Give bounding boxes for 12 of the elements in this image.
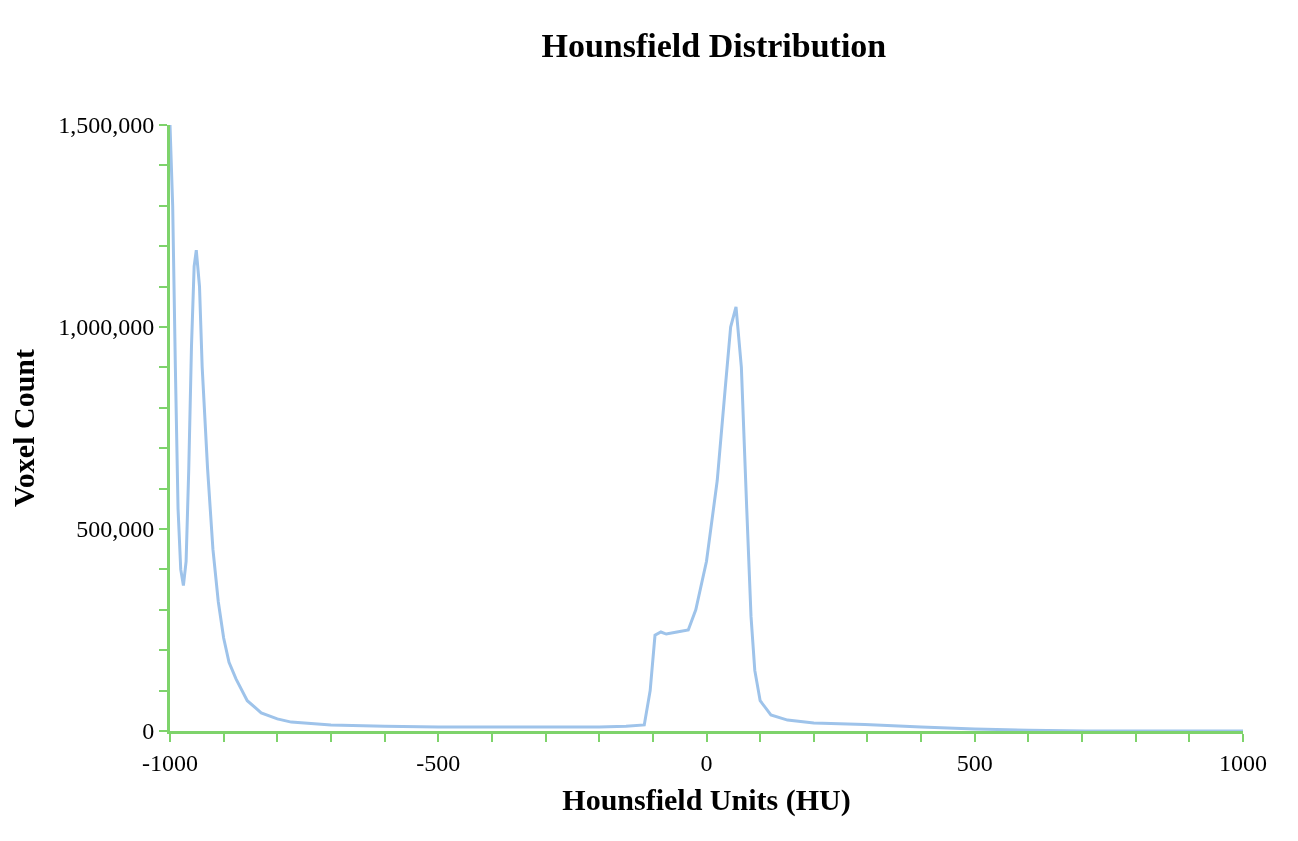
y-tick-label: 1,000,000 (58, 314, 155, 341)
chart-title: Hounsfield Distribution (541, 27, 887, 65)
x-axis-title: Hounsfield Units (HU) (562, 783, 851, 818)
y-tick-label: 500,000 (76, 516, 155, 543)
x-tick-label: 1000 (1219, 749, 1267, 776)
y-tick-label: 1,500,000 (58, 112, 155, 139)
y-tick-label: 0 (142, 718, 155, 745)
x-tick-label: -1000 (142, 749, 198, 776)
x-tick-label: 500 (956, 749, 993, 776)
x-tick-label: 0 (700, 749, 713, 776)
y-axis-title: Voxel Count (7, 348, 41, 508)
x-tick-label: -500 (416, 749, 461, 776)
